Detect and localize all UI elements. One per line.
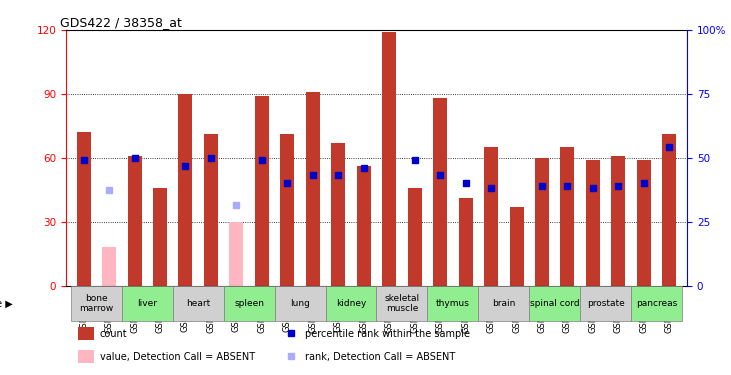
Bar <box>561 147 575 286</box>
Bar <box>535 158 549 286</box>
Bar <box>122 286 173 321</box>
Bar <box>255 96 269 286</box>
Text: skeletal
muscle: skeletal muscle <box>385 294 420 313</box>
Bar <box>408 188 422 286</box>
Bar <box>178 94 192 286</box>
Text: pancreas: pancreas <box>636 299 677 308</box>
Bar <box>224 286 275 321</box>
Bar <box>173 286 224 321</box>
Bar <box>580 286 631 321</box>
Bar <box>382 32 396 286</box>
Text: brain: brain <box>492 299 515 308</box>
Text: rank, Detection Call = ABSENT: rank, Detection Call = ABSENT <box>305 352 455 362</box>
Text: bone
marrow: bone marrow <box>79 294 113 313</box>
Text: kidney: kidney <box>336 299 366 308</box>
Bar <box>71 286 122 321</box>
Text: heart: heart <box>186 299 211 308</box>
Bar <box>510 207 523 286</box>
Text: percentile rank within the sample: percentile rank within the sample <box>305 329 470 339</box>
Bar <box>153 188 167 286</box>
Bar <box>325 286 376 321</box>
Bar <box>662 134 676 286</box>
Text: prostate: prostate <box>587 299 624 308</box>
Bar <box>230 222 243 286</box>
Text: spinal cord: spinal cord <box>530 299 580 308</box>
Bar <box>484 147 498 286</box>
Bar <box>529 286 580 321</box>
Bar <box>357 166 371 286</box>
Bar <box>77 132 91 286</box>
Text: value, Detection Call = ABSENT: value, Detection Call = ABSENT <box>100 352 255 362</box>
Text: tissue ▶: tissue ▶ <box>0 298 13 309</box>
Bar <box>78 350 94 363</box>
Bar <box>280 134 295 286</box>
Text: spleen: spleen <box>234 299 264 308</box>
Bar <box>78 327 94 340</box>
Bar <box>275 286 325 321</box>
Bar <box>586 160 600 286</box>
Bar <box>204 134 218 286</box>
Bar <box>611 156 626 286</box>
Bar <box>433 98 447 286</box>
Bar <box>331 143 345 286</box>
Text: thymus: thymus <box>436 299 470 308</box>
Bar <box>631 286 682 321</box>
Text: liver: liver <box>137 299 157 308</box>
Bar <box>428 286 478 321</box>
Text: count: count <box>100 329 128 339</box>
Bar <box>458 198 473 286</box>
Bar <box>376 286 428 321</box>
Text: GDS422 / 38358_at: GDS422 / 38358_at <box>59 16 181 29</box>
Bar <box>637 160 651 286</box>
Bar <box>102 248 116 286</box>
Bar <box>306 92 319 286</box>
Bar <box>478 286 529 321</box>
Bar <box>127 156 142 286</box>
Text: lung: lung <box>290 299 310 308</box>
